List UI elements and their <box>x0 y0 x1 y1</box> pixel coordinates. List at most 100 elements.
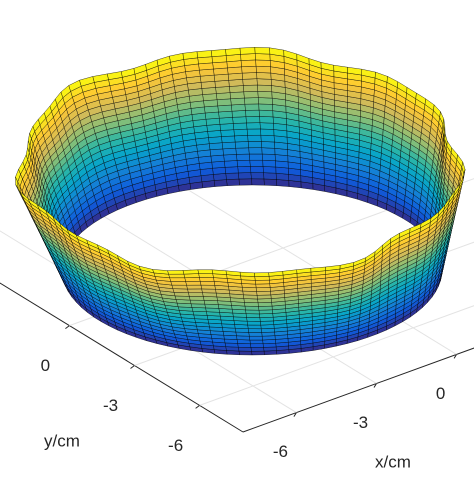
surface-patch <box>252 179 265 185</box>
surface-patch <box>210 149 224 156</box>
surface-patch <box>249 333 262 337</box>
surface-patch <box>220 124 234 131</box>
surface-patch <box>233 117 247 124</box>
surface-patch <box>189 296 204 300</box>
surface-patch <box>238 343 251 347</box>
surface-patch <box>259 104 273 111</box>
surface-patch <box>249 154 262 160</box>
surface-patch <box>172 285 188 289</box>
surface-patch <box>200 281 215 285</box>
surface-patch <box>198 270 213 274</box>
surface-patch <box>211 49 226 56</box>
surface-patch <box>231 98 245 105</box>
surface-patch <box>260 123 274 130</box>
surface-patch <box>256 284 270 288</box>
surface-patch <box>257 295 271 299</box>
y-axis-label: y/cm <box>44 431 80 450</box>
surface-patch <box>255 280 270 284</box>
surface-patch <box>258 91 272 98</box>
surface-patch <box>249 148 263 154</box>
surface-patch <box>233 123 247 130</box>
surface-patch <box>171 281 187 285</box>
surface-patch <box>203 297 217 301</box>
surface-patch <box>170 278 186 282</box>
surface-patch <box>235 142 249 149</box>
surface-patch <box>234 129 248 136</box>
surface-patch <box>217 99 231 106</box>
surface-patch <box>208 130 222 137</box>
surface-patch <box>174 292 189 296</box>
surface-patch <box>169 274 185 278</box>
surface-patch <box>216 87 231 94</box>
surface-patch <box>188 289 203 293</box>
surface-patch <box>202 289 217 293</box>
surface-patch <box>251 347 264 351</box>
surface-patch <box>187 285 202 289</box>
surface-patch <box>248 135 262 141</box>
surface-patch <box>261 142 275 149</box>
surface-patch <box>257 79 272 86</box>
surface-patch <box>264 179 277 186</box>
surface-patch <box>235 135 249 142</box>
surface-patch <box>240 272 255 277</box>
surface-patch <box>256 66 271 73</box>
surface-patch <box>231 104 245 111</box>
surface-patch <box>250 344 263 348</box>
surface-patch <box>244 299 258 303</box>
surface-patch <box>224 154 237 161</box>
surface-patch <box>168 270 184 274</box>
surface-patch <box>259 310 273 314</box>
surface-patch <box>250 160 263 166</box>
surface-patch <box>232 110 246 117</box>
surface-patch <box>237 160 250 167</box>
surface-patch <box>192 308 206 312</box>
surface-patch <box>264 173 277 180</box>
x-tick-label: -6 <box>273 442 288 461</box>
surface-patch <box>255 47 270 54</box>
surface-patch <box>255 276 270 280</box>
surface-patch <box>173 289 189 293</box>
surface-patch <box>247 123 261 129</box>
surface-patch <box>222 142 236 149</box>
surface-patch <box>241 60 256 67</box>
surface-patch <box>212 270 227 275</box>
x-tick-label: -3 <box>353 413 368 432</box>
x-axis-label: x/cm <box>375 452 411 471</box>
surface-patch <box>246 116 260 123</box>
surface-patch <box>201 285 216 289</box>
surface-patch <box>242 73 257 80</box>
surface-patch <box>257 291 271 295</box>
surface-patch <box>258 302 272 306</box>
surface-patch <box>186 281 201 285</box>
surface-patch <box>205 112 219 119</box>
surface-patch <box>191 304 206 308</box>
surface-patch <box>246 310 260 314</box>
surface-patch <box>239 179 252 185</box>
surface-patch <box>255 54 270 61</box>
surface-patch <box>256 60 271 67</box>
surface-patch <box>259 314 273 318</box>
surface-patch <box>224 161 237 168</box>
surface-patch <box>227 179 240 186</box>
surface-patch <box>183 270 199 274</box>
surface-patch <box>199 274 214 278</box>
y-tick-label: -3 <box>103 396 118 415</box>
surface-patch <box>251 173 264 179</box>
surface-patch <box>262 148 275 155</box>
surface-patch <box>260 317 274 321</box>
surface-patch <box>257 85 271 92</box>
surface-patch <box>214 74 229 81</box>
surface-patch <box>258 98 272 105</box>
surface-patch <box>247 317 261 321</box>
surface-patch <box>240 47 255 54</box>
surface-patch <box>277 180 290 187</box>
surface-patch <box>247 321 261 325</box>
surface-patch <box>246 110 260 117</box>
surface-patch <box>262 154 275 161</box>
surface-patch <box>254 273 269 277</box>
surface-patch <box>228 73 243 80</box>
surface-patch <box>226 48 241 56</box>
surface-patch <box>239 351 252 355</box>
surface-patch <box>258 306 272 310</box>
surface-patch <box>221 136 235 143</box>
